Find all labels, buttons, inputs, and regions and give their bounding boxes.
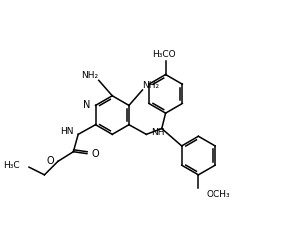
Text: H₃C: H₃C: [3, 161, 19, 170]
Text: NH₂: NH₂: [143, 81, 160, 90]
Text: O: O: [46, 156, 54, 166]
Text: O: O: [92, 149, 99, 159]
Text: NH: NH: [151, 128, 165, 137]
Text: OCH₃: OCH₃: [206, 190, 230, 199]
Text: H₃CO: H₃CO: [152, 50, 176, 59]
Text: NH₂: NH₂: [81, 71, 98, 80]
Text: N: N: [83, 100, 91, 110]
Text: HN: HN: [60, 127, 74, 136]
